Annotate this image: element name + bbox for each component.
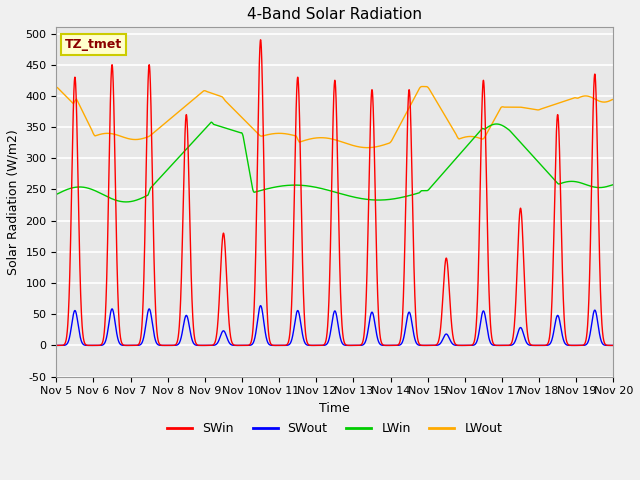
LWout	[586, 94, 594, 100]
LWin	[476, 129, 483, 134]
SWout	[586, 331, 594, 337]
SWin	[242, 343, 250, 348]
SWout	[316, 343, 324, 348]
Legend: SWin, SWout, LWin, LWout: SWin, SWout, LWin, LWout	[163, 417, 508, 440]
LWin	[609, 182, 617, 188]
SWin	[52, 343, 60, 348]
LWin	[122, 199, 130, 205]
Line: LWout: LWout	[56, 86, 613, 148]
LWin	[207, 119, 215, 125]
SWin	[586, 257, 594, 263]
SWin	[460, 343, 467, 348]
SWout	[609, 343, 617, 348]
LWout	[242, 119, 250, 124]
X-axis label: Time: Time	[319, 402, 350, 415]
LWin	[242, 148, 250, 154]
LWin	[579, 181, 587, 187]
LWin	[316, 185, 324, 191]
LWout	[364, 145, 371, 151]
Line: SWin: SWin	[56, 40, 613, 346]
SWin	[257, 37, 264, 43]
LWout	[579, 93, 587, 99]
LWin	[586, 183, 594, 189]
LWin	[460, 147, 467, 153]
LWout	[316, 135, 324, 141]
Line: LWin: LWin	[56, 122, 613, 202]
SWout	[476, 328, 483, 334]
LWout	[52, 84, 60, 90]
Line: SWout: SWout	[56, 306, 613, 346]
SWout	[257, 303, 264, 309]
SWout	[460, 343, 467, 348]
Y-axis label: Solar Radiation (W/m2): Solar Radiation (W/m2)	[7, 129, 20, 275]
LWout	[418, 84, 426, 89]
LWout	[609, 96, 617, 102]
LWout	[460, 134, 467, 140]
SWout	[579, 343, 587, 348]
Text: TZ_tmet: TZ_tmet	[65, 38, 122, 51]
Title: 4-Band Solar Radiation: 4-Band Solar Radiation	[247, 7, 422, 22]
SWout	[52, 343, 60, 348]
SWin	[609, 343, 617, 348]
SWin	[476, 229, 483, 235]
SWin	[316, 343, 324, 348]
SWout	[242, 343, 250, 348]
SWin	[579, 342, 587, 348]
LWin	[52, 192, 60, 197]
LWout	[476, 135, 483, 141]
